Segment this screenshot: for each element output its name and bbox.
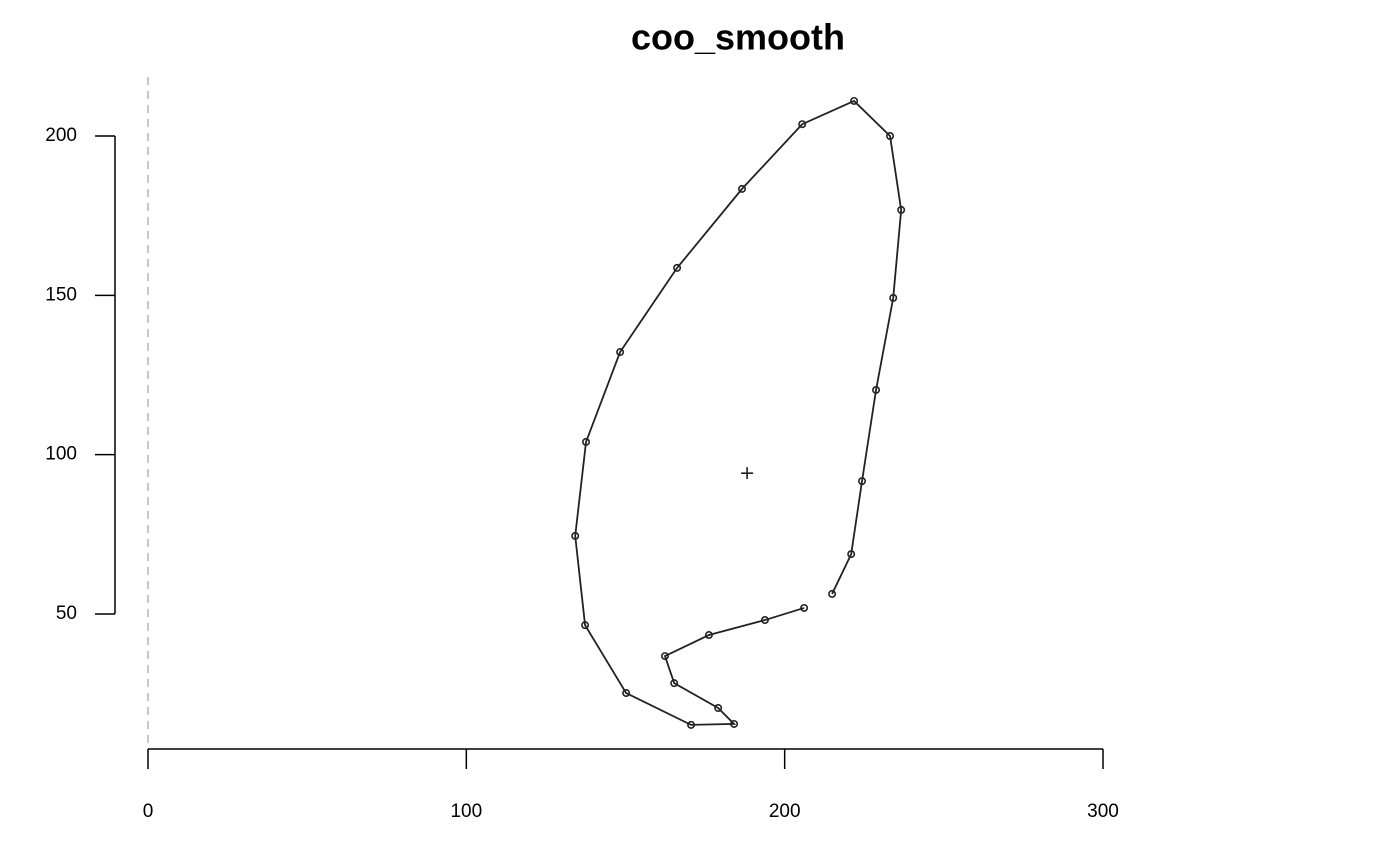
point (889, 293, 898, 302)
point (582, 437, 591, 446)
point (673, 263, 682, 272)
y-tick-label: 150 (45, 284, 77, 305)
point (798, 120, 807, 129)
point (687, 720, 696, 729)
x-tick-label: 100 (450, 801, 482, 822)
centroid (741, 467, 754, 480)
point (847, 550, 856, 559)
point (800, 603, 809, 612)
point (738, 184, 747, 193)
x-tick-label: 0 (143, 801, 154, 822)
x-tick-label: 300 (1087, 801, 1119, 822)
y-tick-label: 200 (45, 125, 77, 146)
point (872, 385, 881, 394)
point (730, 719, 739, 728)
point (660, 652, 669, 661)
x-tick-label: 200 (769, 801, 801, 822)
point (858, 477, 867, 486)
chart-title: coo_smooth (631, 17, 845, 58)
point (571, 531, 580, 540)
point (850, 96, 859, 105)
point (581, 621, 590, 630)
point (622, 689, 631, 698)
y-tick-label: 50 (56, 603, 77, 624)
outline (574, 99, 903, 726)
y-tick-label: 100 (45, 444, 77, 465)
point (714, 704, 723, 713)
point (616, 348, 625, 357)
point (886, 132, 895, 141)
point (760, 616, 769, 625)
point (897, 205, 906, 214)
point (828, 589, 837, 598)
point (670, 679, 679, 688)
point (704, 631, 713, 640)
